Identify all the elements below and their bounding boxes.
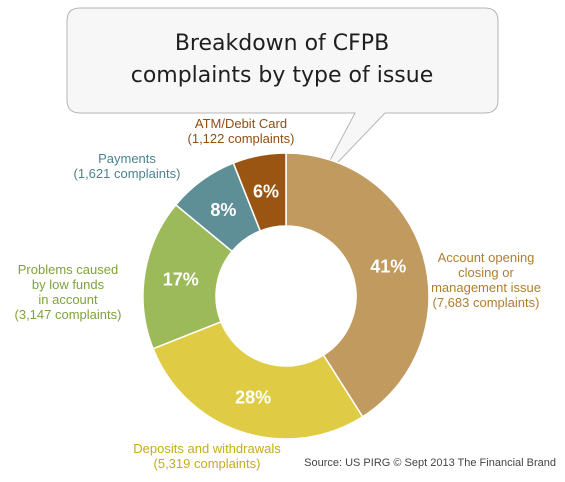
pct-label-problems-caused: 17% [163, 269, 199, 289]
source-note: Source: US PIRG © Sept 2013 The Financia… [304, 457, 556, 469]
slice-account-opening [285, 152, 430, 418]
pct-label-payments: 8% [210, 200, 236, 220]
pct-label-deposits-and-withdrawals: 28% [235, 387, 271, 407]
category-label-payments: Payments (1,621 complaints) [74, 151, 181, 181]
category-label-line: (5,319 complaints) [154, 456, 261, 471]
category-label-line: (7,683 complaints) [433, 295, 540, 310]
category-label-line: Deposits and withdrawals [133, 441, 281, 456]
title-callout-bubble [66, 7, 499, 184]
slice-atm-debit-card [232, 152, 287, 232]
category-label-line: Problems caused [18, 262, 118, 277]
category-label-line: management issue [431, 280, 541, 295]
pct-label-atm-debit-card: 6% [253, 181, 279, 201]
percent-labels: 41% 28% 17% 8% 6% [163, 181, 406, 407]
category-label-line: Payments [98, 151, 156, 166]
chart-title-line-1: Breakdown of CFPB [175, 31, 389, 56]
category-label-line: (1,621 complaints) [74, 166, 181, 181]
donut-slices [142, 152, 430, 440]
category-label-line: (1,122 complaints) [188, 131, 295, 146]
slice-problems-caused [142, 203, 234, 350]
category-labels: Account opening closing or management issu… [15, 116, 541, 471]
category-label-line: Account opening [438, 250, 535, 265]
category-label-deposits-and-withdrawals: Deposits and withdrawals (5,319 complaint… [133, 441, 281, 471]
category-label-problems-caused: Problems caused by low funds in account (3,… [15, 262, 122, 322]
category-label-line: closing or [458, 265, 514, 280]
slice-deposits-and-withdrawals [152, 320, 364, 440]
pct-label-account-opening: 41% [370, 256, 406, 276]
category-label-line: in account [38, 292, 98, 307]
category-label-account-opening: Account opening closing or management issu… [431, 250, 541, 310]
category-label-atm-debit-card: ATM/Debit Card (1,122 complaints) [188, 116, 295, 146]
category-label-line: by low funds [32, 277, 105, 292]
category-label-line: (3,147 complaints) [15, 307, 122, 322]
chart-title-line-2: complaints by type of issue [131, 63, 434, 88]
category-label-line: ATM/Debit Card [195, 116, 287, 131]
